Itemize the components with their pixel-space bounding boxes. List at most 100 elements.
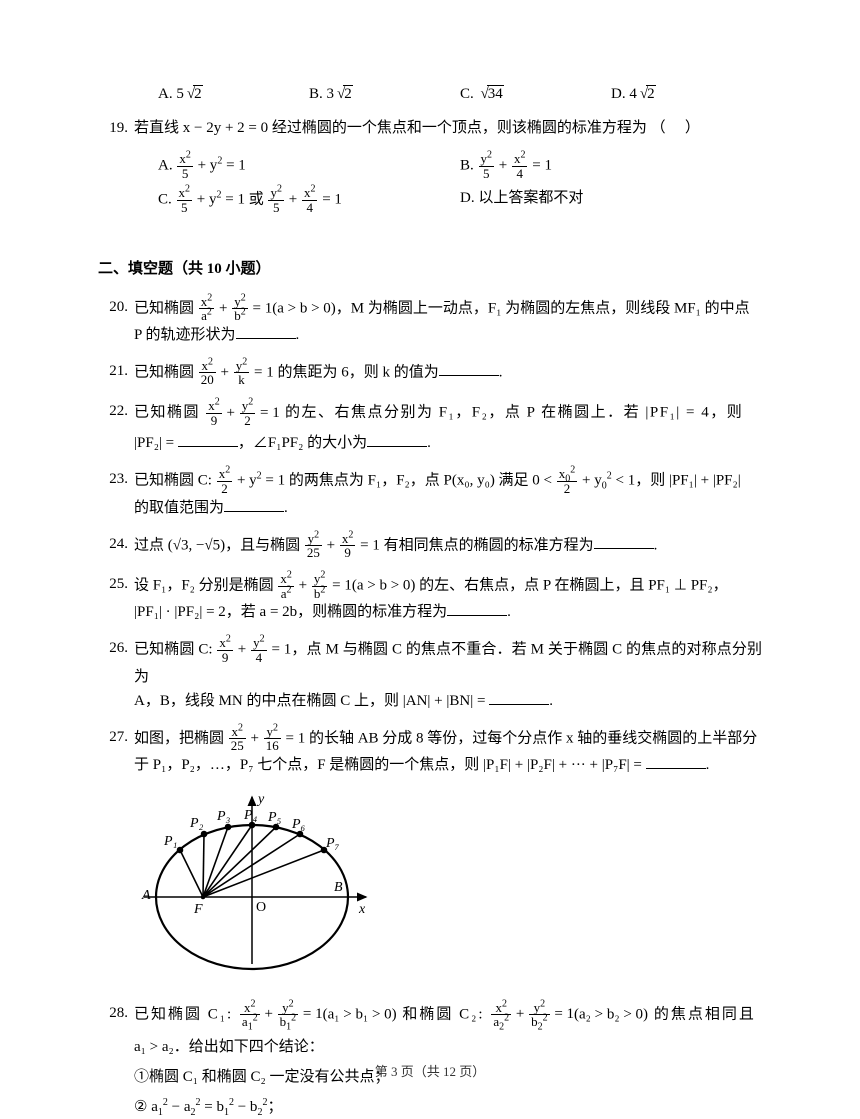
q23-number: 23. [98, 467, 134, 519]
q22-number: 22. [98, 399, 134, 427]
page-footer: 第 3 页（共 12 页） [0, 1062, 860, 1083]
q22-end: . [427, 435, 431, 451]
q28-t2: 和椭圆 C₂: [397, 1006, 491, 1022]
label-p5: P₅ [267, 810, 282, 825]
question-28: 28. 已知椭圆 C₁: x2a12 + y2b12 = 1(a₁ > b₁ >… [98, 1001, 762, 1029]
q24-body: 过点 (√3, −√5)，且与椭圆 y225 + x29 = 1 有相同焦点的椭… [134, 532, 762, 560]
footer-page: 第 3 页 [375, 1064, 414, 1079]
q27-t1: 如图，把椭圆 [134, 730, 228, 746]
q27-t2: 的长轴 AB 分成 8 等份，过每个分点作 x 轴的垂线交椭圆的上半部分 [305, 730, 757, 746]
q22-t2: 的左、右焦点分别为 F₁，F₂，点 P 在椭圆上．若 |PF₁| = 4，则 [280, 405, 744, 421]
blank [236, 324, 296, 339]
question-25: 25. 设 F₁，F₂ 分别是椭圆 x2a2 + y2b2 = 1(a > b … [98, 572, 762, 624]
label-x: x [358, 902, 366, 917]
q25-cond: (a > b > 0) [352, 578, 416, 594]
option-c: C. 34 [460, 82, 611, 106]
q19-c-label: C. [158, 192, 176, 208]
q19-number: 19. [98, 116, 134, 140]
blank [646, 754, 706, 769]
blank [367, 432, 427, 447]
q25-t3: |PF₁| · |PF₂| = 2，若 a = 2b，则椭圆的标准方程为 [134, 604, 447, 620]
label-p1: P₁ [163, 834, 177, 849]
q24-number: 24. [98, 532, 134, 560]
q19-c-mid: 或 [245, 192, 268, 208]
q20-t2: ，M 为椭圆上一动点，F₁ 为椭圆的左焦点，则线段 MF₁ 的中点 [336, 300, 750, 316]
q26-end: . [549, 693, 553, 709]
label-p3: P₃ [216, 809, 231, 824]
q19-d-label: D. [460, 190, 478, 206]
q27-end: . [706, 757, 710, 773]
label-o: O [256, 900, 266, 915]
q28-stmt2: ② a12 − a22 = b12 − b22； [98, 1095, 762, 1119]
q28-cond1: (a₁ > b₁ > 0) [323, 1006, 397, 1022]
q27-t3: 于 P₁，P₂，…，P₇ 七个点，F 是椭圆的一个焦点，则 |P₁F| + |P… [134, 757, 646, 773]
label-a: A [141, 888, 151, 903]
label-p4: P₄ [243, 808, 258, 823]
footer-total: （共 12 页） [414, 1064, 486, 1079]
q20-t3: P 的轨迹形状为 [134, 327, 236, 343]
q28-body: 已知椭圆 C₁: x2a12 + y2b12 = 1(a₁ > b₁ > 0) … [134, 1001, 762, 1029]
question-24: 24. 过点 (√3, −√5)，且与椭圆 y225 + x29 = 1 有相同… [98, 532, 762, 560]
option-b: B. 32 [309, 82, 460, 106]
question-22: 22. 已知椭圆 x29 + y22 = 1 的左、右焦点分别为 F₁，F₂，点… [98, 399, 762, 427]
q28-t3: 的焦点相同且 [648, 1006, 756, 1022]
blank [489, 690, 549, 705]
q19-options-row2: C. x25 + y2 = 1 或 y25 + x24 = 1 D. 以上答案都… [98, 186, 762, 214]
q25-t2: 的左、右焦点，点 P 在椭圆上，且 PF₁ ⊥ PF₂， [415, 578, 727, 594]
q25-end: . [507, 604, 511, 620]
q26-number: 26. [98, 636, 134, 712]
q19-option-a: A. x25 + y2 = 1 [158, 152, 460, 180]
label-p6: P₆ [291, 817, 306, 832]
q19-body: 若直线 x − 2y + 2 = 0 经过椭圆的一个焦点和一个顶点，则该椭圆的标… [134, 116, 762, 140]
q20-body: 已知椭圆 x2a2 + y2b2 = 1(a > b > 0)，M 为椭圆上一动… [134, 295, 762, 347]
q23-t2: 的两焦点为 F₁，F₂，点 P(x₀, y₀) 满足 0 < [285, 473, 556, 489]
q25-number: 25. [98, 572, 134, 624]
q19-option-b: B. y25 + x24 = 1 [460, 152, 762, 180]
q19-text-b: 经过椭圆的一个焦点和一个顶点，则该椭圆的标准方程为 [268, 120, 647, 136]
q21-end: . [499, 364, 503, 380]
label-p7: P₇ [325, 836, 340, 851]
q26-body: 已知椭圆 C: x29 + y24 = 1，点 M 与椭圆 C 的焦点不重合．若… [134, 636, 762, 712]
ellipse-diagram: y x O A B F P₁ P₂ P₃ P₄ P₅ P₆ P₇ [134, 789, 374, 979]
q22-t3: |PF₂| = [134, 435, 178, 451]
option-a: A. 52 [158, 82, 309, 106]
q25-t1: 设 F₁，F₂ 分别是椭圆 [134, 578, 277, 594]
q22-t1: 已知椭圆 [134, 405, 205, 421]
q20-cond: (a > b > 0) [272, 300, 336, 316]
q27-body: 如图，把椭圆 x225 + y216 = 1 的长轴 AB 分成 8 等份，过每… [134, 725, 762, 777]
q19-b-label: B. [460, 158, 478, 174]
q20-number: 20. [98, 295, 134, 347]
q28-cond2: (a₂ > b₂ > 0) [574, 1006, 648, 1022]
question-19: 19. 若直线 x − 2y + 2 = 0 经过椭圆的一个焦点和一个顶点，则该… [98, 116, 762, 140]
question-23: 23. 已知椭圆 C: x22 + y2 = 1 的两焦点为 F₁，F₂，点 P… [98, 467, 762, 519]
q22-t4: ，∠F₁PF₂ 的大小为 [238, 435, 367, 451]
q19-option-d: D. 以上答案都不对 [460, 186, 762, 214]
question-26: 26. 已知椭圆 C: x29 + y24 = 1，点 M 与椭圆 C 的焦点不… [98, 636, 762, 712]
q19-text-a: 若直线 [134, 120, 183, 136]
label-p2: P₂ [189, 816, 204, 831]
q20-end: . [296, 327, 300, 343]
q24-t2: 有相同焦点的椭圆的标准方程为 [380, 537, 594, 553]
option-d: D. 42 [611, 82, 762, 106]
question-27: 27. 如图，把椭圆 x225 + y216 = 1 的长轴 AB 分成 8 等… [98, 725, 762, 777]
q22-line2: |PF₂| = ，∠F₁PF₂ 的大小为. [98, 431, 762, 455]
q26-t1: 已知椭圆 C: [134, 642, 216, 658]
q19-option-c: C. x25 + y2 = 1 或 y25 + x24 = 1 [158, 186, 460, 214]
q19-options-row1: A. x25 + y2 = 1 B. y25 + x24 = 1 [98, 152, 762, 180]
q19-d-text: 以上答案都不对 [478, 190, 583, 206]
answer-paren: （ ） [651, 120, 702, 136]
label-f: F [193, 902, 203, 917]
q21-t2: 的焦距为 6，则 k 的值为 [274, 364, 439, 380]
q21-t1: 已知椭圆 [134, 364, 198, 380]
question-20: 20. 已知椭圆 x2a2 + y2b2 = 1(a > b > 0)，M 为椭… [98, 295, 762, 347]
q21-body: 已知椭圆 x220 + y2k = 1 的焦距为 6，则 k 的值为. [134, 359, 762, 387]
section-2-title: 二、填空题（共 10 小题） [98, 257, 762, 281]
blank [447, 601, 507, 616]
q24-t1: 过点 (√3, −√5)，且与椭圆 [134, 537, 304, 553]
blank [178, 432, 238, 447]
q19-a-label: A. [158, 158, 176, 174]
question-21: 21. 已知椭圆 x220 + y2k = 1 的焦距为 6，则 k 的值为. [98, 359, 762, 387]
blank [594, 534, 654, 549]
blank [224, 497, 284, 512]
q28-t4: a₁ > a₂．给出如下四个结论： [134, 1039, 324, 1055]
